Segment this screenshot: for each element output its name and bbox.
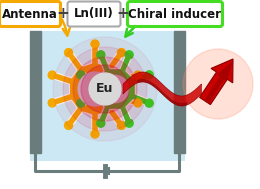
Circle shape (64, 49, 73, 57)
Circle shape (77, 71, 85, 79)
FancyArrow shape (205, 61, 233, 102)
Circle shape (73, 57, 137, 121)
Circle shape (53, 37, 157, 141)
Text: +: + (117, 6, 129, 22)
Bar (30, 31, 41, 153)
Circle shape (145, 71, 153, 79)
Circle shape (97, 119, 105, 127)
Circle shape (63, 47, 147, 131)
Text: +: + (57, 6, 69, 22)
Polygon shape (123, 72, 202, 106)
Text: Antenna: Antenna (2, 8, 58, 20)
Circle shape (91, 40, 99, 48)
Circle shape (134, 99, 142, 107)
Circle shape (81, 65, 129, 113)
FancyArrow shape (200, 59, 233, 105)
Polygon shape (82, 57, 147, 122)
Circle shape (183, 49, 253, 119)
Polygon shape (54, 47, 136, 131)
Circle shape (64, 121, 73, 129)
Circle shape (101, 75, 129, 103)
Bar (174, 31, 185, 153)
Text: Chiral inducer: Chiral inducer (128, 8, 222, 20)
FancyBboxPatch shape (0, 2, 61, 26)
Circle shape (89, 73, 121, 105)
Circle shape (134, 71, 142, 79)
Circle shape (89, 73, 121, 105)
Circle shape (118, 49, 126, 57)
Circle shape (145, 99, 153, 107)
Circle shape (78, 72, 112, 106)
Circle shape (77, 99, 85, 107)
Circle shape (118, 121, 126, 129)
FancyBboxPatch shape (68, 2, 120, 26)
Circle shape (125, 119, 133, 127)
Circle shape (48, 71, 56, 79)
Text: Ln(III): Ln(III) (74, 8, 114, 20)
Circle shape (48, 99, 56, 107)
Bar (30, 31, 185, 161)
Circle shape (91, 130, 99, 138)
Polygon shape (137, 79, 187, 106)
Circle shape (97, 51, 105, 59)
Text: Eu: Eu (96, 83, 114, 95)
FancyBboxPatch shape (127, 2, 223, 26)
Circle shape (125, 51, 133, 59)
